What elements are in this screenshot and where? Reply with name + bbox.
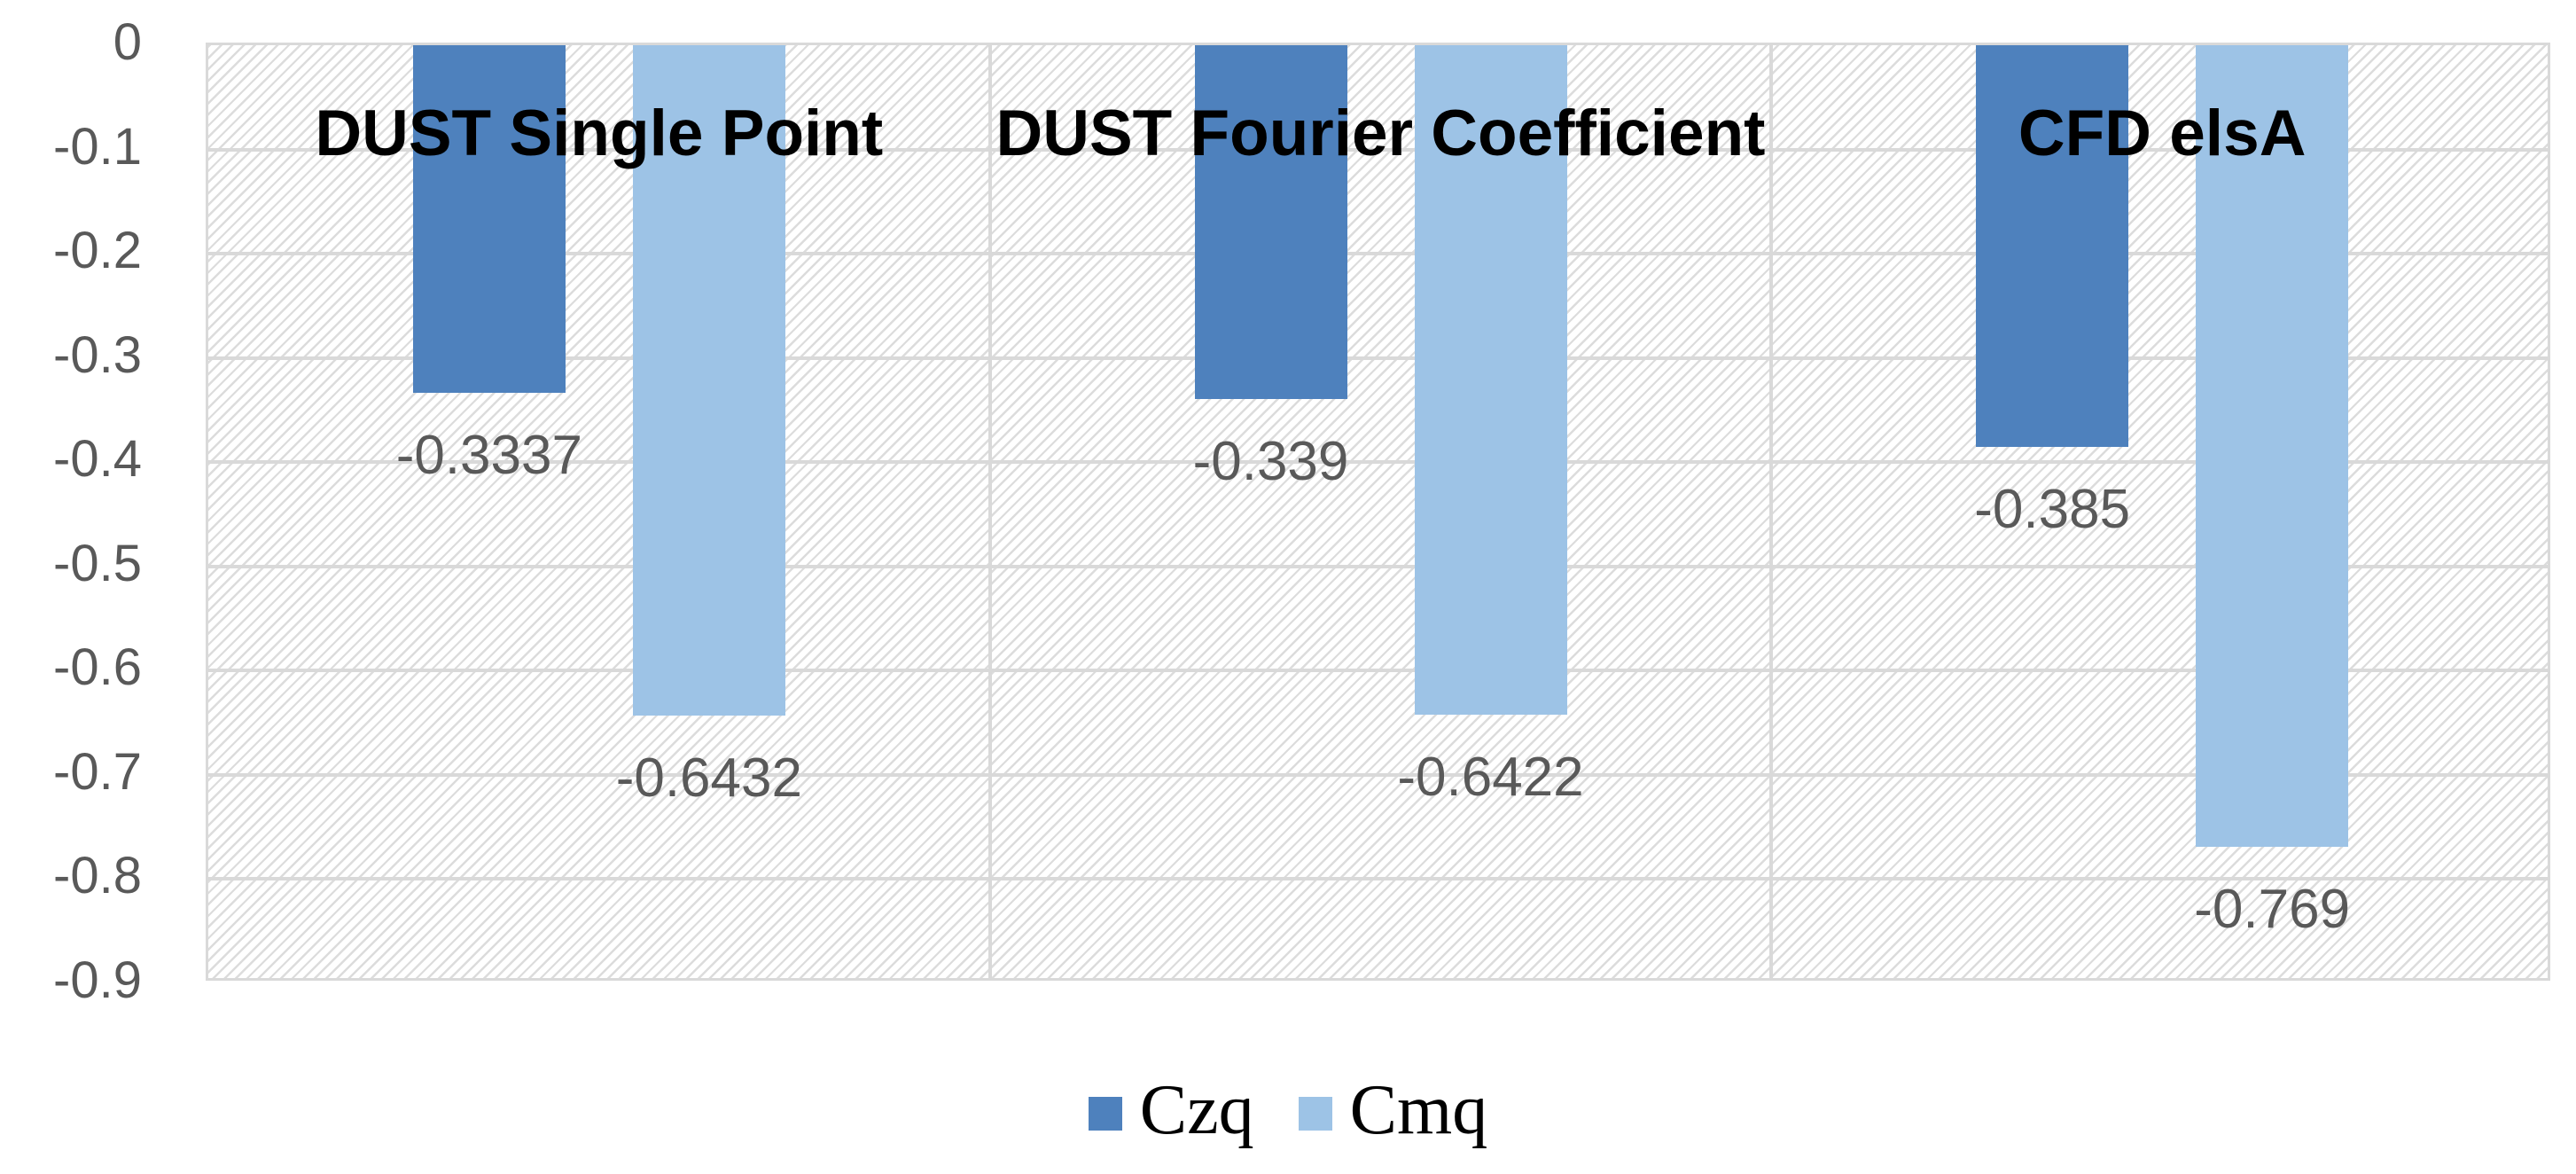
gridline-horizontal [208,877,2548,881]
bar-cmq-cfd-elsa [2196,45,2349,847]
y-axis-tick-label: 0 [113,13,142,71]
y-axis-tick-label: -0.1 [53,117,142,176]
y-axis-tick-label: -0.8 [53,847,142,905]
gridline-vertical-category-separator [1769,45,1774,978]
y-axis-tick-label: -0.3 [53,325,142,384]
data-label-czq-dust-single-point: -0.3337 [395,425,582,487]
data-label-czq-cfd-elsa: -0.385 [1974,478,2131,540]
y-axis-tick-label: -0.5 [53,534,142,592]
gridline-horizontal [208,356,2548,360]
legend-swatch-cmq [1298,1097,1332,1131]
legend-label-czq: Czq [1139,1071,1254,1149]
y-axis: 0 -0.1 -0.2 -0.3 -0.4 -0.5 -0.6 -0.7 -0.8 -0.9 [0,0,142,1174]
bar-czq-dust-single-point [412,45,566,394]
data-label-cmq-dust-single-point: -0.6432 [615,747,802,810]
data-label-cmq-cfd-elsa: -0.769 [2194,879,2351,940]
y-axis-tick-label: -0.7 [53,742,142,801]
gridline-horizontal [208,252,2548,256]
category-label-dust-fourier-coefficient: DUST Fourier Coefficient [995,98,1766,169]
y-axis-tick-label: -0.9 [53,951,142,1009]
bar-cmq-dust-fourier-coefficient [1414,45,1567,715]
y-axis-tick-label: -0.6 [53,638,142,697]
legend-swatch-czq [1088,1097,1122,1131]
gridline-horizontal [208,564,2548,568]
legend-label-cmq: Cmq [1349,1071,1488,1149]
gridline-vertical-category-separator [987,45,992,978]
gridline-horizontal [208,460,2548,465]
data-label-czq-dust-fourier-coefficient: -0.339 [1192,430,1349,492]
gridline-horizontal [208,772,2548,777]
legend-item-czq: Czq [1088,1071,1254,1153]
y-axis-tick-label: -0.4 [53,430,142,489]
legend: Czq Cmq [0,1075,2576,1153]
bar-czq-dust-fourier-coefficient [1194,45,1347,399]
data-label-cmq-dust-fourier-coefficient: -0.6422 [1397,746,1584,808]
bar-cmq-dust-single-point [632,45,785,716]
category-label-cfd-elsa: CFD elsA [2018,98,2307,169]
gridline-horizontal [208,147,2548,152]
legend-item-cmq: Cmq [1298,1071,1488,1153]
bar-czq-cfd-elsa [1976,45,2129,447]
category-label-dust-single-point: DUST Single Point [315,98,884,169]
y-axis-tick-label: -0.2 [53,222,142,280]
plot-area: -0.3337 -0.339 -0.385 -0.6432 -0.6422 -0.769 D… [206,43,2550,981]
gridline-horizontal [208,669,2548,673]
